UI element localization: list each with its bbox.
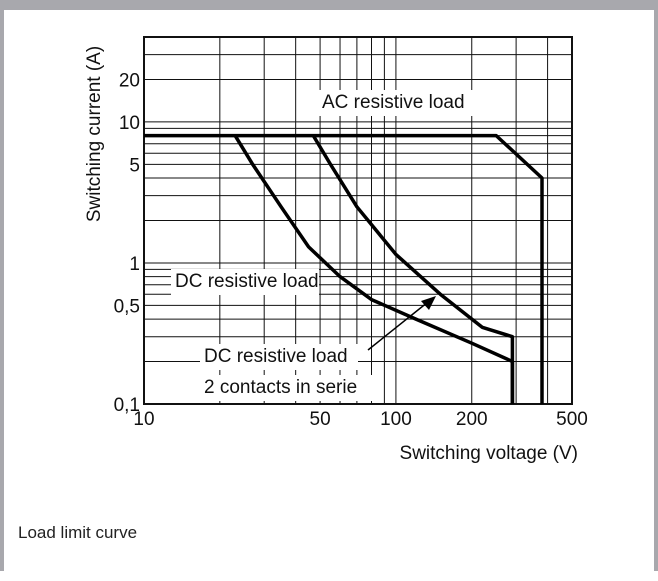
x-tick-label: 10 xyxy=(133,409,154,430)
caption: Load limit curve xyxy=(18,523,138,542)
y-axis-label: Switching current (A) xyxy=(84,46,105,222)
annotation-bg xyxy=(171,269,319,295)
tick-labels: 10 50 100 200 500 0,1 0,5 1 5 10 20 xyxy=(114,70,588,430)
series-line-3 xyxy=(311,134,515,404)
y-tick-label: 0,5 xyxy=(114,296,140,317)
axes xyxy=(143,36,573,405)
series-line-1 xyxy=(144,133,544,404)
series xyxy=(144,133,544,404)
y-tick-label: 1 xyxy=(129,254,140,275)
y-tick-label: 10 xyxy=(119,113,140,134)
annotation-label: AC resistive load xyxy=(322,92,465,113)
annotation-arrow-head xyxy=(421,296,436,310)
annotation-bg xyxy=(318,90,480,116)
series-line-2 xyxy=(233,134,515,404)
annotation-label: DC resistive load xyxy=(175,271,319,292)
plot-frame xyxy=(143,36,573,405)
x-tick-label: 50 xyxy=(310,409,331,430)
y-tick-label: 20 xyxy=(119,70,140,91)
x-tick-label: 500 xyxy=(556,409,588,430)
annotation-label: DC resistive load xyxy=(204,346,348,367)
annotations: AC resistive load DC resistive load DC res… xyxy=(171,90,480,401)
annotation-bg xyxy=(200,344,358,370)
annotation-bg xyxy=(200,375,374,401)
annotation-label: 2 contacts in serie xyxy=(204,377,357,398)
load-limit-chart: AC resistive load DC resistive load DC res… xyxy=(84,36,588,464)
annotation-arrow-line xyxy=(367,301,429,351)
x-tick-label: 100 xyxy=(380,409,412,430)
x-tick-label: 200 xyxy=(456,409,488,430)
x-axis-label: Switching voltage (V) xyxy=(400,443,578,464)
y-tick-label: 5 xyxy=(129,155,140,176)
y-tick-label: 0,1 xyxy=(114,395,140,416)
